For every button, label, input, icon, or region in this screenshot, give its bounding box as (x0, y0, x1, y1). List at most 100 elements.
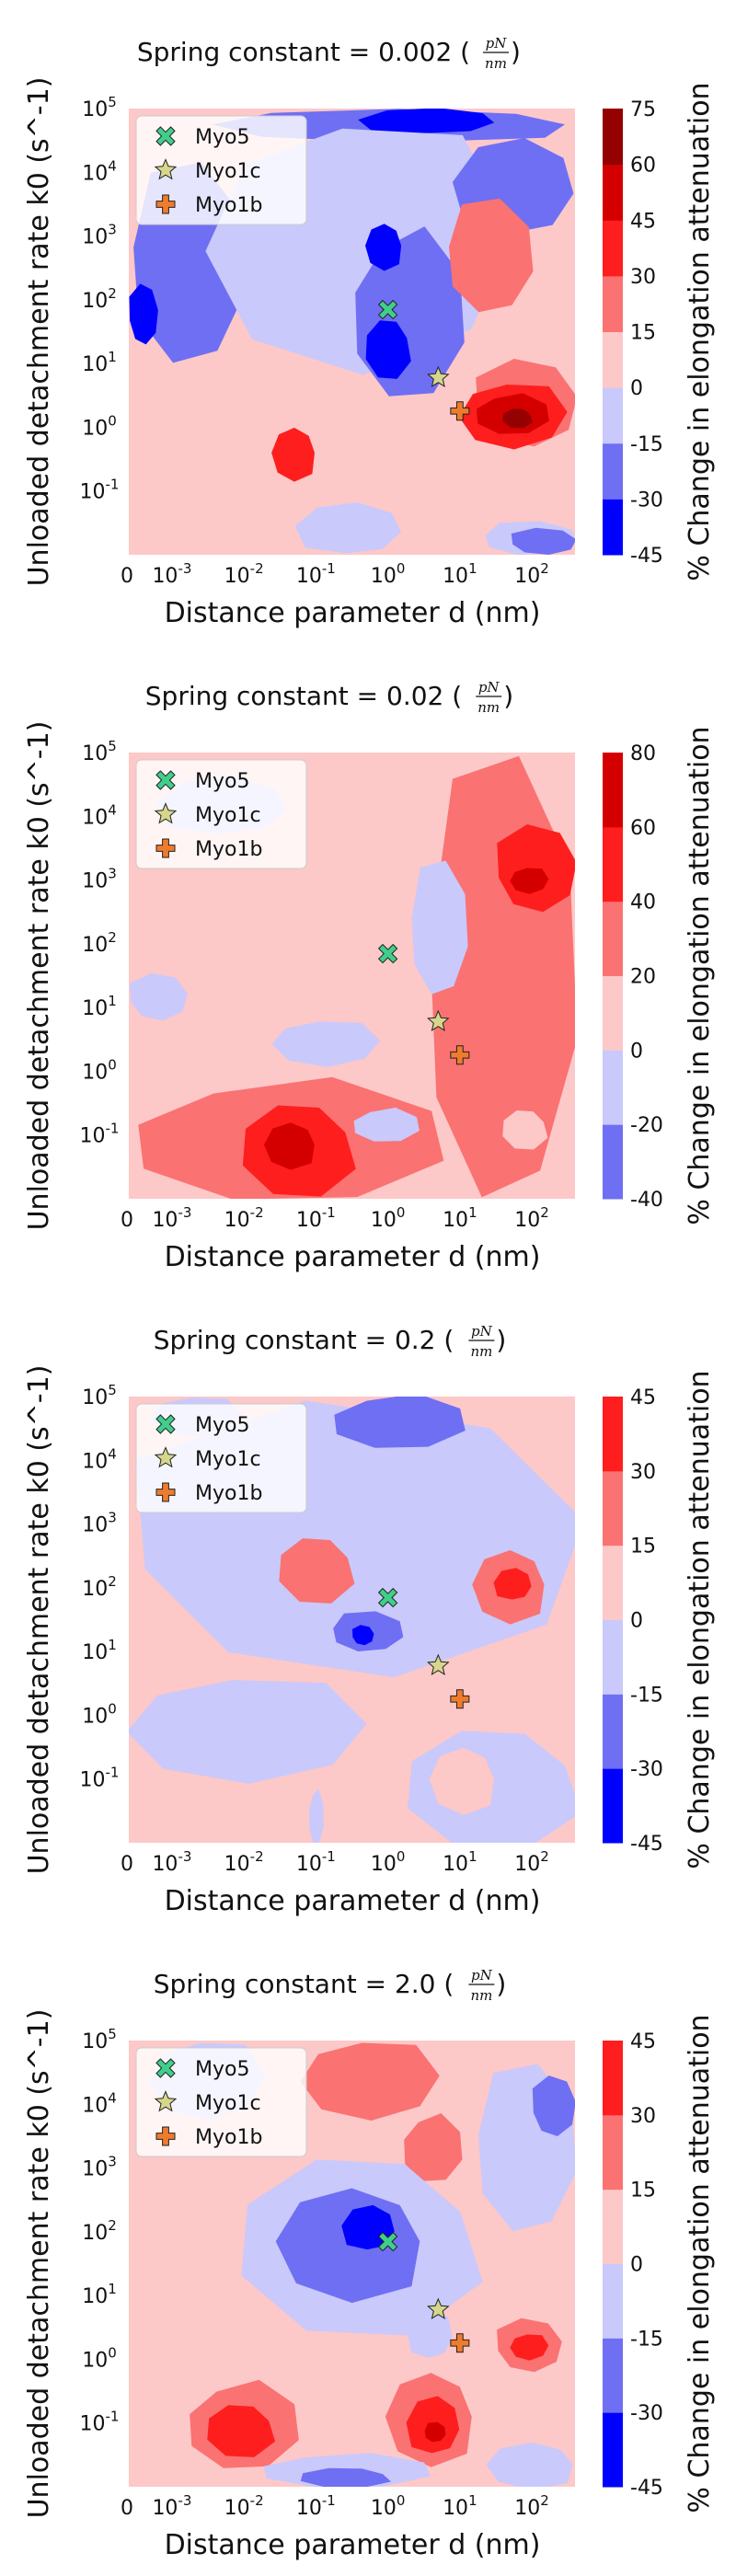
y-tick-label: 104 (82, 1445, 117, 1473)
chart-title-unit-close: ) (503, 681, 513, 711)
panel-4: Spring constant = 2.0 ()pNnmMyo5Myo1cMyo… (23, 1967, 716, 2561)
colorbar-bin (603, 2412, 623, 2488)
legend-box (135, 115, 307, 225)
x-tick-label: 10-3 (152, 1848, 191, 1876)
data-point-myo1c (427, 1653, 450, 1675)
legend: Myo5 Myo1c Myo1b (135, 1403, 307, 1513)
chart-title-unit-denominator: nm (470, 1343, 492, 1360)
x-tick-label: 10-3 (152, 1204, 191, 1232)
colorbar-tick-label: 0 (630, 2254, 643, 2277)
colorbar-tick-label: 45 (630, 2030, 656, 2053)
legend-box (135, 759, 307, 869)
colorbar-tick-label: -20 (630, 1114, 663, 1137)
y-axis-label: Unloaded detachment rate k0 (s^-1) (23, 77, 55, 587)
contour-region (429, 1747, 494, 1815)
panel-1: Spring constant = 0.002 ()pNnmMyo5Myo1cM… (23, 35, 716, 629)
y-tick-label: 101 (82, 993, 117, 1020)
data-point-myo1b (450, 1689, 470, 1709)
colorbar-bin (603, 2114, 623, 2191)
legend-box (135, 1403, 307, 1513)
y-tick-label: 104 (82, 2089, 117, 2117)
chart-title-unit-numerator: pN (471, 1323, 493, 1340)
colorbar-tick-label: 15 (630, 322, 656, 345)
contour-region (486, 2443, 573, 2487)
x-tick-label: 0 (121, 565, 133, 588)
chart-title-unit-numerator: pN (486, 35, 508, 52)
colorbar-bin (603, 975, 623, 1051)
data-point-myo1b (450, 2333, 470, 2353)
colorbar-tick-label: 60 (630, 817, 656, 840)
x-tick-label: 0 (121, 1853, 133, 1876)
x-tick-label: 102 (514, 1848, 549, 1876)
data-point-myo5 (377, 1587, 398, 1608)
y-tick-label: 10-1 (80, 1765, 120, 1792)
x-tick-label: 10-2 (224, 1848, 264, 1876)
contour-region (510, 868, 549, 894)
x-tick-label: 10-1 (296, 2492, 336, 2520)
colorbar-bin (603, 1545, 623, 1620)
colorbar-tick-label: 15 (630, 1535, 656, 1558)
colorbar-tick-label: 75 (630, 98, 656, 121)
legend-entry-label: Myo1b (195, 194, 262, 217)
y-tick-label: 100 (82, 1056, 117, 1084)
colorbar-bin (603, 1397, 623, 1472)
y-tick-label: 103 (82, 866, 117, 893)
legend-plus-icon (155, 2126, 176, 2146)
x-tick-label: 10-3 (152, 2492, 191, 2520)
x-tick-label: 0 (121, 1209, 133, 1232)
colorbar-bin (603, 164, 623, 221)
colorbar: -45 -30 -15 0 15 30 45 60 75 % Change in elongati… (603, 82, 716, 581)
colorbar-bin (603, 753, 623, 828)
x-tick-label: 100 (371, 560, 406, 588)
contour-region (365, 224, 402, 271)
contour-region (309, 1788, 324, 1843)
contour-region (411, 860, 468, 995)
colorbar-bin (603, 109, 623, 166)
colorbar-tick-label: -15 (630, 1684, 663, 1707)
colorbar-tick-label: -15 (630, 433, 663, 456)
colorbar-tick-label: 0 (630, 377, 643, 400)
legend-entry-label: Myo1c (195, 1448, 261, 1471)
contour-region (424, 2421, 446, 2443)
x-axis-label: Distance parameter d (nm) (165, 597, 541, 629)
colorbar-bin (603, 331, 623, 388)
y-axis-label: Unloaded detachment rate k0 (s^-1) (23, 721, 55, 1231)
x-tick-label: 102 (514, 2492, 549, 2520)
colorbar-tick-label: 60 (630, 155, 656, 178)
y-tick-label: 103 (82, 2154, 117, 2181)
x-tick-label: 10-3 (152, 560, 191, 588)
x-tick-label: 100 (371, 1848, 406, 1876)
x-tick-label: 10-2 (224, 560, 264, 588)
chart-title-unit-denominator: nm (485, 55, 507, 72)
data-point-myo5 (377, 299, 398, 320)
colorbar-bin (603, 1619, 623, 1695)
contour-region (358, 109, 495, 133)
legend-star-icon (154, 2090, 178, 2112)
colorbar-bin (603, 1050, 623, 1125)
contour-region (279, 1538, 355, 1604)
legend-plus-icon (155, 1482, 176, 1502)
chart-title-unit-numerator: pN (478, 679, 500, 696)
colorbar-tick-label: 15 (630, 2179, 656, 2202)
legend-star-icon (154, 1446, 178, 1468)
contour-region (502, 408, 534, 429)
colorbar-tick-label: -30 (630, 1758, 663, 1781)
y-tick-label: 101 (82, 1637, 117, 1664)
legend: Myo5 Myo1c Myo1b (135, 759, 307, 869)
colorbar-tick-label: 40 (630, 891, 656, 914)
contour-region (271, 427, 315, 482)
x-tick-label: 102 (514, 1204, 549, 1232)
colorbar-tick-label: 0 (630, 1610, 643, 1633)
y-tick-label: 10-1 (80, 1121, 120, 1148)
legend-x-icon (155, 126, 176, 146)
legend-entry-label: Myo1b (195, 2126, 262, 2149)
y-tick-label: 102 (82, 1573, 117, 1601)
contour-region (271, 1021, 381, 1067)
colorbar: -45 -30 -15 0 15 30 45 % Change in elongation a… (603, 2014, 716, 2513)
colorbar-tick-label: 20 (630, 966, 656, 989)
legend-entry-label: Myo1c (195, 2092, 261, 2115)
x-tick-label: 101 (443, 560, 477, 588)
legend-star-icon (154, 158, 178, 180)
data-point-myo1b (450, 401, 470, 421)
